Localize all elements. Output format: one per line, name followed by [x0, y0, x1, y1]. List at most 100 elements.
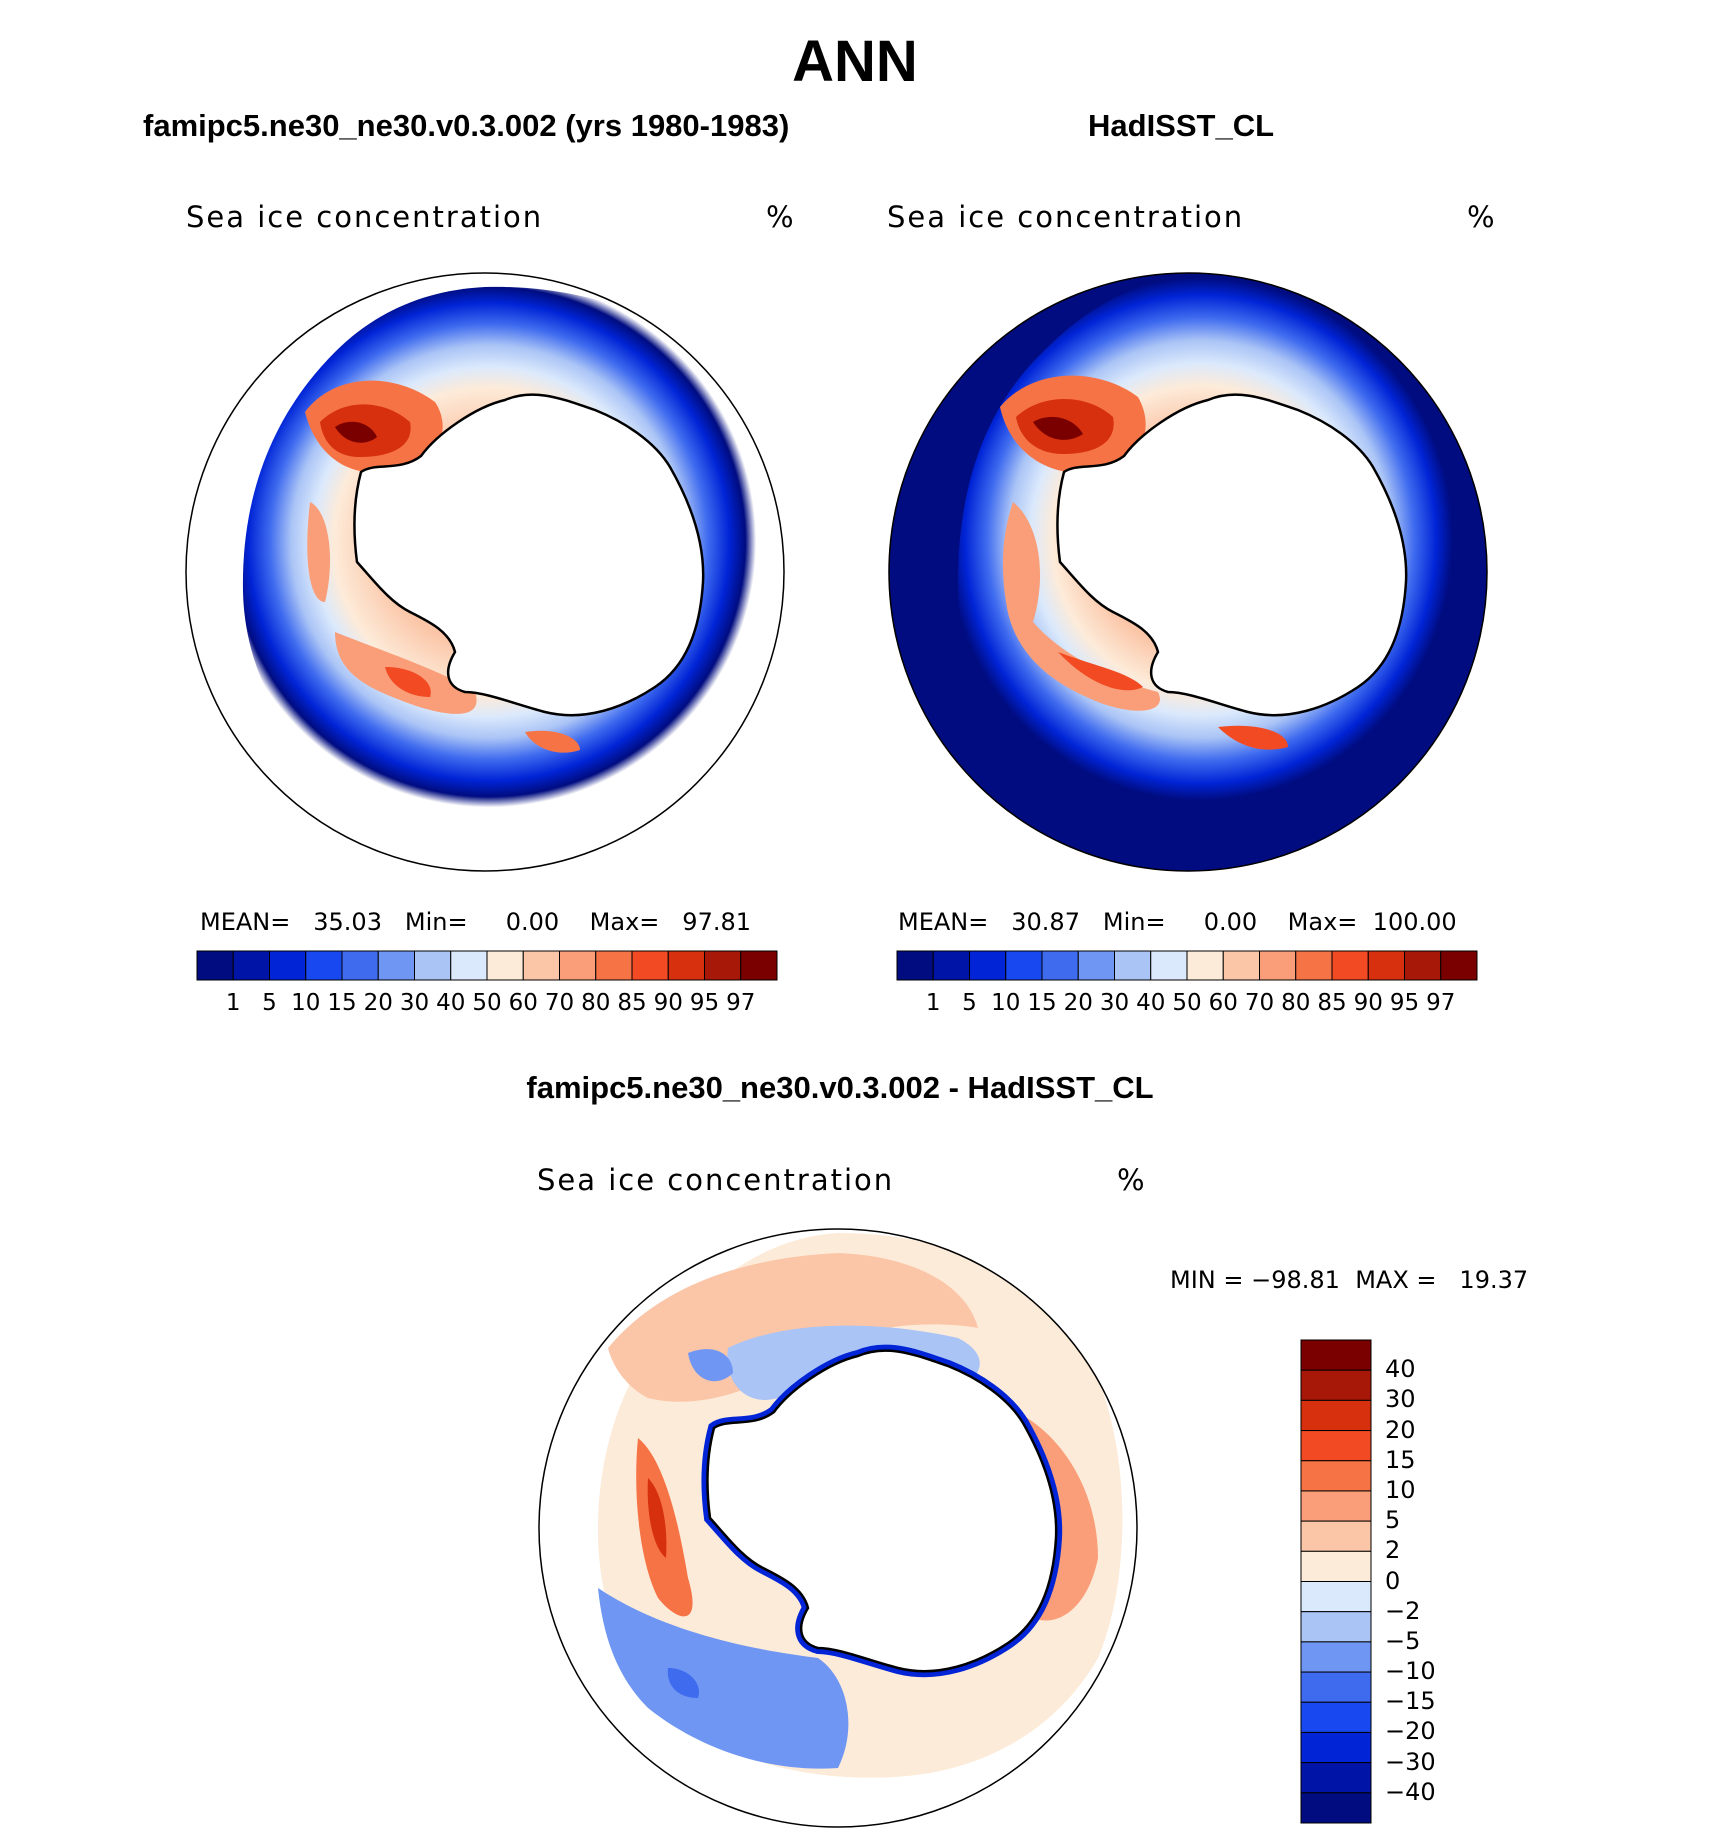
obs-polar-map — [888, 272, 1488, 872]
diff-colorbar-tick-label: 2 — [1385, 1536, 1401, 1565]
obs-colorbar-box — [1077, 950, 1115, 981]
model-colorbar-tick-label: 90 — [653, 990, 683, 1016]
obs-colorbar-tick-label: 70 — [1244, 990, 1275, 1016]
obs-unit-label: % — [1467, 200, 1495, 234]
diff-panel-title: famipc5.ne30_ne30.v0.3.002 - HadISST_CL — [526, 1070, 1154, 1105]
model-variable-label: Sea ice concentration — [186, 200, 544, 234]
obs-colorbar-box — [932, 950, 970, 981]
obs-colorbar-box — [1005, 950, 1043, 981]
model-colorbar-ticks: 1 5 10 15 20 30 40 50 60 70 80 85 90 95 97 — [197, 990, 777, 1020]
model-colorbar-box — [595, 950, 633, 981]
obs-stats: MEAN= 30.87 Min= 0.00 Max= 100.00 — [898, 908, 1457, 936]
diff-colorbar-box — [1300, 1731, 1372, 1764]
model-colorbar — [196, 950, 778, 981]
obs-colorbar-tick-label: 10 — [991, 990, 1021, 1016]
obs-variable-label: Sea ice concentration — [887, 200, 1245, 234]
diff-colorbar-tick-label: −10 — [1385, 1657, 1436, 1686]
obs-colorbar — [896, 950, 1478, 981]
model-colorbar-box — [667, 950, 705, 981]
diff-colorbar-tick-label: −15 — [1385, 1687, 1436, 1716]
model-colorbar-box — [232, 950, 270, 981]
model-antarctica-coastline — [353, 393, 705, 717]
model-colorbar-box — [341, 950, 379, 981]
model-colorbar-box — [631, 950, 669, 981]
model-colorbar-tick-label: 85 — [617, 990, 647, 1016]
model-colorbar-tick-label: 97 — [726, 990, 756, 1016]
obs-colorbar-tick-label: 5 — [962, 990, 977, 1016]
model-colorbar-box — [486, 950, 524, 981]
diff-colorbar-tick-label: −2 — [1385, 1596, 1421, 1625]
obs-colorbar-tick-label: 50 — [1172, 990, 1202, 1016]
obs-colorbar-box — [1222, 950, 1260, 981]
diff-colorbar-tick-label: 20 — [1385, 1415, 1416, 1444]
diff-colorbar-box — [1300, 1581, 1372, 1613]
model-colorbar-tick-label: 50 — [472, 990, 502, 1016]
diff-colorbar-tick-label: 5 — [1385, 1506, 1401, 1535]
model-colorbar-box — [305, 950, 343, 981]
obs-colorbar-box — [1367, 950, 1405, 981]
model-colorbar-box — [269, 950, 307, 981]
obs-colorbar-box — [1404, 950, 1442, 981]
diff-colorbar-box — [1300, 1792, 1372, 1824]
model-colorbar-tick-label: 1 — [225, 990, 241, 1016]
obs-colorbar-tick-label: 90 — [1353, 990, 1383, 1016]
obs-colorbar-tick-label: 80 — [1281, 990, 1311, 1016]
diff-colorbar-ticks: 40 30 20 15 10 5 2 0 −2 −5 −10 −15 −20 −30 −40 — [1385, 1340, 1485, 1823]
diff-colorbar-tick-label: 15 — [1385, 1445, 1416, 1474]
diff-colorbar-box — [1300, 1369, 1372, 1401]
model-colorbar-tick-label: 95 — [689, 990, 720, 1016]
diff-colorbar-box — [1300, 1490, 1372, 1522]
diff-variable-label: Sea ice concentration — [537, 1163, 895, 1197]
diff-colorbar-box — [1300, 1430, 1372, 1462]
model-colorbar-box — [450, 950, 488, 981]
model-colorbar-tick-label: 10 — [291, 990, 321, 1016]
diff-colorbar-tick-label: −20 — [1385, 1717, 1436, 1746]
diff-colorbar-tick-label: −5 — [1385, 1626, 1421, 1655]
obs-colorbar-box — [1150, 950, 1188, 981]
model-colorbar-box — [196, 950, 234, 981]
diff-colorbar-box — [1300, 1460, 1372, 1492]
model-colorbar-box — [522, 950, 560, 981]
model-colorbar-tick-label: 30 — [399, 990, 430, 1016]
diff-stats: MIN = −98.81 MAX = 19.37 — [1170, 1266, 1529, 1294]
diff-colorbar-tick-label: −30 — [1385, 1747, 1436, 1776]
obs-panel-title: HadISST_CL — [1088, 108, 1275, 143]
diff-colorbar-tick-label: 10 — [1385, 1475, 1416, 1504]
model-colorbar-tick-label: 5 — [262, 990, 277, 1016]
obs-colorbar-tick-label: 30 — [1099, 990, 1130, 1016]
model-colorbar-tick-label: 80 — [581, 990, 611, 1016]
diff-colorbar-box — [1300, 1641, 1372, 1673]
diff-unit-label: % — [1117, 1163, 1145, 1197]
model-colorbar-tick-label: 40 — [436, 990, 466, 1016]
model-colorbar-box — [559, 950, 597, 981]
obs-colorbar-tick-label: 20 — [1063, 990, 1093, 1016]
diff-colorbar-tick-label: −40 — [1385, 1777, 1436, 1806]
obs-colorbar-box — [896, 950, 934, 981]
obs-colorbar-box — [1259, 950, 1297, 981]
obs-colorbar-tick-label: 40 — [1136, 990, 1166, 1016]
model-colorbar-tick-label: 15 — [327, 990, 357, 1016]
diff-colorbar-box — [1300, 1520, 1372, 1552]
diff-colorbar-box — [1300, 1671, 1372, 1703]
model-colorbar-box — [414, 950, 452, 981]
model-unit-label: % — [766, 200, 794, 234]
model-polar-map — [185, 272, 785, 872]
main-title: ANN — [792, 29, 918, 94]
diff-polar-map — [538, 1228, 1138, 1828]
diff-colorbar-box — [1300, 1339, 1372, 1371]
obs-colorbar-box — [969, 950, 1007, 981]
obs-colorbar-tick-label: 60 — [1208, 990, 1238, 1016]
diff-colorbar-tick-label: 30 — [1385, 1385, 1416, 1414]
diff-colorbar-box — [1300, 1611, 1372, 1643]
diff-colorbar-box — [1300, 1701, 1372, 1733]
obs-colorbar-tick-label: 1 — [925, 990, 941, 1016]
model-panel-title: famipc5.ne30_ne30.v0.3.002 (yrs 1980-198… — [143, 108, 790, 143]
model-colorbar-tick-label: 70 — [544, 990, 575, 1016]
obs-antarctica-coastline — [1056, 393, 1408, 717]
obs-colorbar-box — [1295, 950, 1333, 981]
diff-colorbar-box — [1300, 1550, 1372, 1582]
diff-colorbar-tick-label: 0 — [1385, 1566, 1401, 1595]
diff-colorbar-box — [1300, 1762, 1372, 1794]
model-colorbar-box — [377, 950, 415, 981]
obs-colorbar-tick-label: 97 — [1426, 990, 1456, 1016]
